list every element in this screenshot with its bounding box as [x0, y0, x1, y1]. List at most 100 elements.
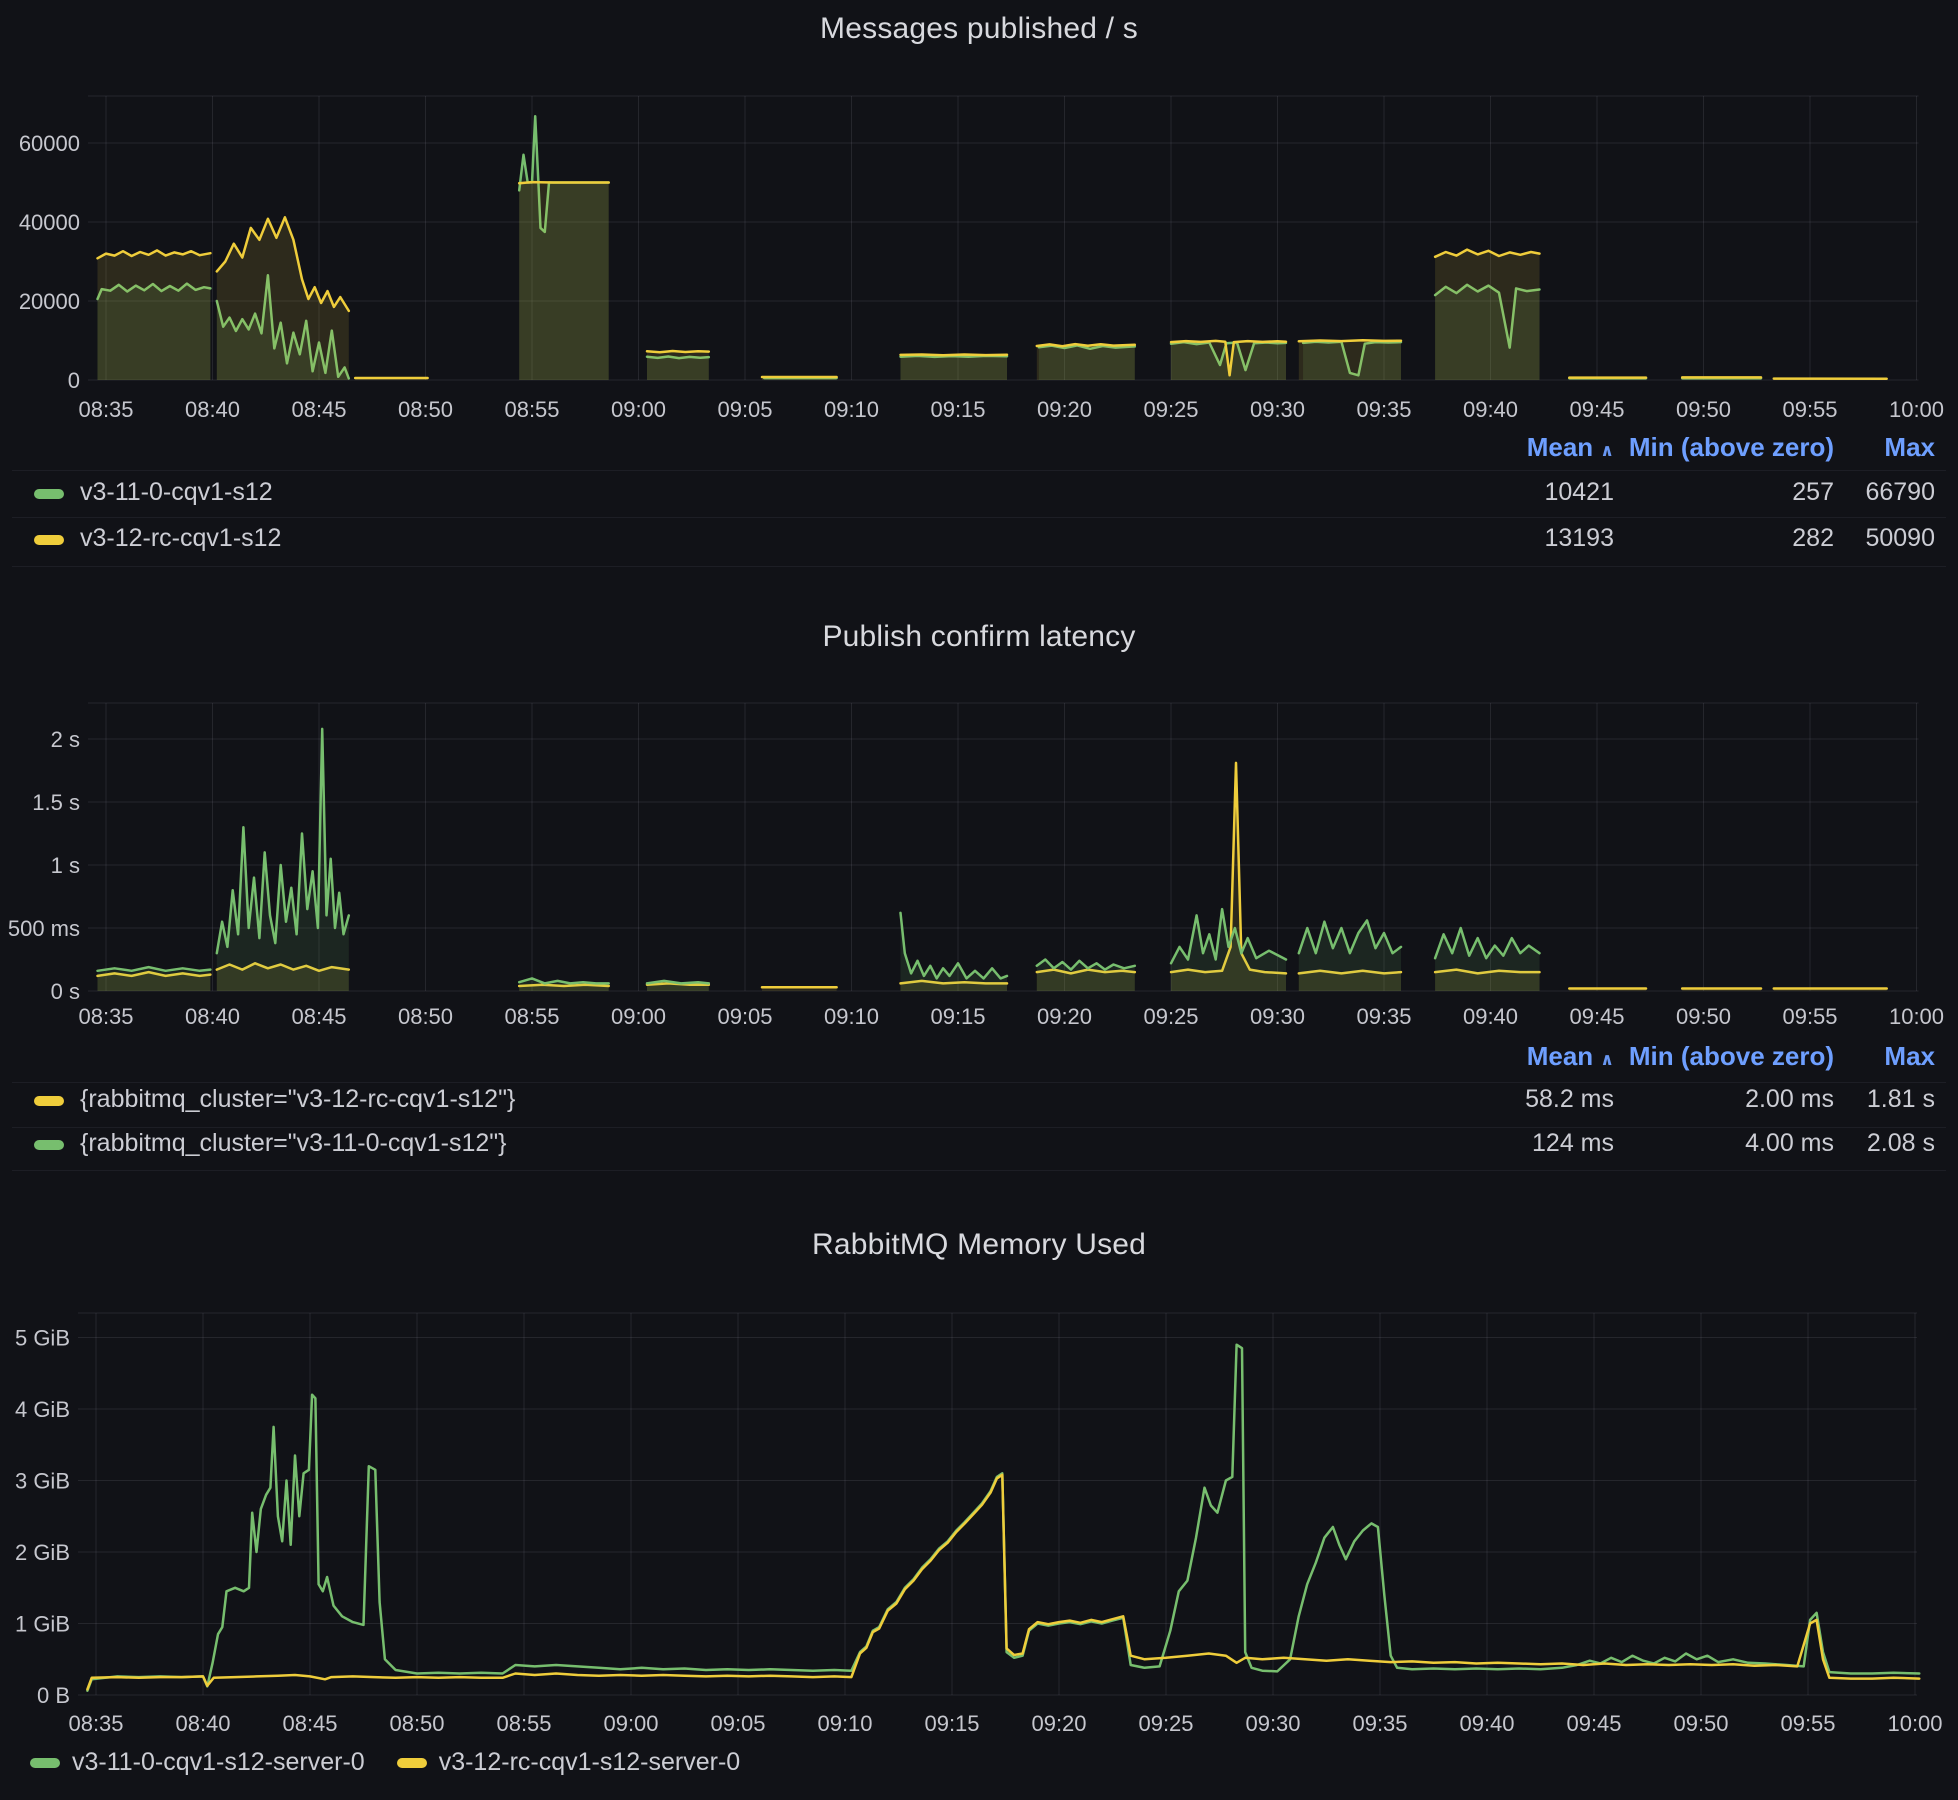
x-axis-tick-label: 09:10: [824, 397, 879, 422]
sort-header-mean[interactable]: Mean ∧: [1527, 432, 1614, 463]
y-axis-tick-label: 1 GiB: [15, 1612, 70, 1637]
x-axis-tick-label: 09:55: [1780, 1711, 1835, 1736]
series-line-v3-11-0-cqv1-s12: [645, 355, 711, 360]
series-color-swatch: [30, 1757, 60, 1768]
x-axis-tick-label: 09:40: [1463, 397, 1518, 422]
series-line-rabbitmq-cluster-v3-12-rc-cqv1-s12: [517, 983, 610, 988]
legend-item[interactable]: v3-12-rc-cqv1-s12-server-0: [396, 1748, 741, 1777]
series-line-rabbitmq-cluster-v3-12-rc-cqv1-s12: [1433, 968, 1541, 975]
y-axis-tick-label: 20000: [19, 289, 80, 314]
series-color-swatch: [34, 1096, 64, 1106]
legend-row-rabbitmq-cluster-v3-11-0-cqv1-s12[interactable]: {rabbitmq_cluster="v3-11-0-cqv1-s12"} 124…: [0, 1126, 1958, 1170]
y-axis-tick-label: 4 GiB: [15, 1397, 70, 1422]
series-line-v3-11-0-cqv1-s12: [96, 282, 212, 301]
x-axis-tick-label: 08:45: [291, 1004, 346, 1029]
x-axis-tick-label: 09:00: [611, 397, 666, 422]
series-line-v3-12-rc-cqv1-s12: [517, 180, 610, 185]
legend-series-label[interactable]: {rabbitmq_cluster="v3-11-0-cqv1-s12"}: [80, 1129, 507, 1157]
panel-title-publish-confirm-latency[interactable]: Publish confirm latency: [822, 620, 1136, 653]
stat-mean-value: 124 ms: [1532, 1129, 1614, 1157]
x-axis-tick-label: 09:25: [1143, 1004, 1198, 1029]
publish-confirm-latency-chart[interactable]: 08:35 08:40 08:45 08:50 08:55 09:00 09:05 09:10…: [8, 702, 1944, 1029]
stat-min-value: 2.00 ms: [1745, 1085, 1834, 1113]
series-line-rabbitmq-cluster-v3-11-0-cqv1-s12: [215, 727, 351, 955]
sort-header-mean[interactable]: Mean ∧: [1527, 1041, 1614, 1072]
x-axis-tick-label: 09:45: [1569, 1004, 1624, 1029]
x-axis-tick-label: 09:55: [1782, 1004, 1837, 1029]
x-axis-tick-label: 08:35: [68, 1711, 123, 1736]
sort-ascending-icon: ∧: [1600, 441, 1614, 460]
series-fill-rabbitmq-cluster-v3-12-rc-cqv1-s12: [1298, 970, 1401, 991]
legend-row-rabbitmq-cluster-v3-12-rc-cqv1-s12[interactable]: {rabbitmq_cluster="v3-12-rc-cqv1-s12"} 58…: [0, 1082, 1958, 1126]
panel-title-rabbitmq-memory-used[interactable]: RabbitMQ Memory Used: [811, 1228, 1147, 1261]
series-fill-v3-12-rc-cqv1-s12: [900, 354, 1007, 380]
x-axis-tick-label: 09:15: [930, 1004, 985, 1029]
series-fill-v3-11-0-cqv1-s12: [519, 116, 609, 380]
sort-header-max[interactable]: Max: [1884, 1041, 1935, 1071]
stat-min-value: 4.00 ms: [1745, 1129, 1834, 1157]
series-fill-rabbitmq-cluster-v3-12-rc-cqv1-s12: [1036, 969, 1135, 991]
x-axis-tick-label: 09:35: [1356, 1004, 1411, 1029]
x-axis-tick-label: 09:35: [1352, 1711, 1407, 1736]
stat-max-value: 1.81 s: [1866, 1085, 1935, 1113]
series-fill-rabbitmq-cluster-v3-11-0-cqv1-s12: [1435, 928, 1540, 991]
x-axis-tick-label: 10:00: [1889, 397, 1944, 422]
series-fill-rabbitmq-cluster-v3-12-rc-cqv1-s12: [519, 984, 609, 991]
legend-series-label[interactable]: v3-11-0-cqv1-s12: [80, 478, 273, 506]
legend-divider: [12, 1170, 1946, 1171]
x-axis-tick-label: 08:35: [78, 397, 133, 422]
series-fill-v3-12-rc-cqv1-s12: [1298, 340, 1401, 380]
x-axis-tick-label: 08:45: [291, 397, 346, 422]
x-axis-tick-label: 08:40: [175, 1711, 230, 1736]
x-axis-tick-label: 08:55: [496, 1711, 551, 1736]
legend-series-label[interactable]: {rabbitmq_cluster="v3-12-rc-cqv1-s12"}: [80, 1085, 516, 1113]
x-axis-tick-label: 09:05: [717, 1004, 772, 1029]
panel-title-messages-published[interactable]: Messages published / s: [820, 12, 1138, 45]
x-axis-tick-label: 09:00: [611, 1004, 666, 1029]
series-fill-v3-11-0-cqv1-s12: [1435, 284, 1540, 380]
sort-header-min[interactable]: Min (above zero): [1628, 432, 1834, 462]
series-fill-v3-12-rc-cqv1-s12: [647, 351, 709, 380]
series-color-swatch: [396, 1757, 427, 1768]
series-line-v3-12-rc-cqv1-s12: [645, 349, 711, 354]
y-axis-tick-label: 1.5 s: [32, 790, 80, 815]
x-axis-tick-label: 09:40: [1459, 1711, 1514, 1736]
series-line-rabbitmq-cluster-v3-11-0-cqv1-s12: [645, 979, 711, 985]
series-fill-rabbitmq-cluster-v3-11-0-cqv1-s12: [900, 912, 1007, 991]
series-fill-v3-11-0-cqv1-s12: [1038, 345, 1135, 380]
x-axis-tick-label: 08:50: [398, 397, 453, 422]
x-axis-tick-label: 08:35: [78, 1004, 133, 1029]
x-axis-tick-label: 10:00: [1889, 1004, 1944, 1029]
rabbitmq-memory-chart[interactable]: 08:35 08:40 08:45 08:50 08:55 09:00 09:05 09:10…: [15, 1312, 1943, 1736]
x-axis-tick-label: 08:55: [504, 397, 559, 422]
series-fill-v3-11-0-cqv1-s12: [900, 355, 1007, 380]
x-axis-tick-label: 08:50: [389, 1711, 444, 1736]
messages-published-chart[interactable]: 08:35 08:40 08:45 08:50 08:55 09:00 09:05 09:10…: [19, 95, 1944, 422]
sort-header-min[interactable]: Min (above zero): [1628, 1041, 1834, 1071]
sort-header-mean-label: Mean: [1526, 432, 1594, 462]
x-axis-tick-label: 08:40: [185, 397, 240, 422]
legend-series-label[interactable]: v3-12-rc-cqv1-s12: [80, 524, 282, 552]
legend-divider: [12, 566, 1946, 567]
series-line-rabbitmq-cluster-v3-11-0-cqv1-s12: [899, 911, 1009, 980]
legend-item-label: v3-12-rc-cqv1-s12-server-0: [438, 1748, 741, 1776]
series-fill-rabbitmq-cluster-v3-11-0-cqv1-s12: [519, 978, 609, 991]
series-fill-v3-12-rc-cqv1-s12: [97, 250, 211, 380]
x-axis-tick-label: 09:10: [824, 1004, 879, 1029]
sort-ascending-icon: ∧: [1600, 1050, 1614, 1069]
x-axis-tick-label: 09:15: [930, 397, 985, 422]
stat-mean-value: 58.2 ms: [1525, 1085, 1614, 1113]
sort-header-max[interactable]: Max: [1884, 432, 1935, 462]
x-axis-tick-label: 09:20: [1037, 1004, 1092, 1029]
legend-item[interactable]: v3-11-0-cqv1-s12-server-0: [30, 1748, 365, 1777]
legend-row-v3-11-0-cqv1-s12[interactable]: v3-11-0-cqv1-s12 10421 257 66790: [0, 475, 1958, 519]
stat-max-value: 50090: [1865, 524, 1935, 552]
legend-row-v3-12-rc-cqv1-s12[interactable]: v3-12-rc-cqv1-s12 13193 282 50090: [0, 521, 1958, 565]
series-line-v3-12-rc-cqv1-s12: [1433, 248, 1541, 259]
x-axis-tick-label: 09:30: [1245, 1711, 1300, 1736]
series-color-swatch: [34, 489, 64, 499]
x-axis-tick-label: 09:50: [1673, 1711, 1728, 1736]
stat-mean-value: 10421: [1544, 478, 1614, 506]
series-fill-rabbitmq-cluster-v3-11-0-cqv1-s12: [1171, 909, 1286, 991]
x-axis-tick-label: 09:30: [1250, 1004, 1305, 1029]
